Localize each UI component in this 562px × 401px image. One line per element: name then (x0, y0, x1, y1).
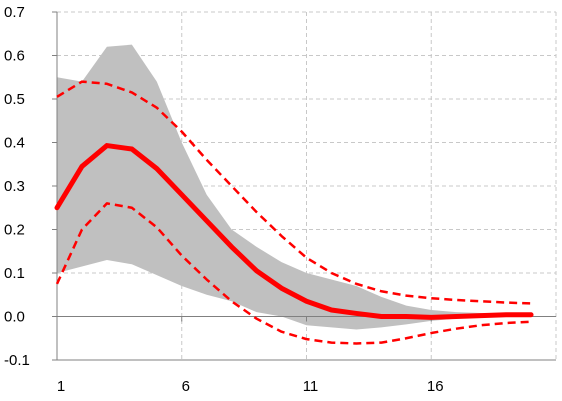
x-tick-label: 1 (57, 378, 65, 395)
y-tick-label: 0.2 (4, 222, 25, 239)
y-tick-label: 0.3 (4, 178, 25, 195)
x-tick-label: 16 (427, 378, 444, 395)
x-tick-labels: 1 6 11 16 (57, 378, 444, 395)
y-tick-labels: -0.1 0.0 0.1 0.2 0.3 0.4 0.5 0.6 0.7 (4, 4, 30, 369)
dashed-series-line (56, 80, 532, 305)
y-tick-label: -0.1 (4, 352, 30, 369)
x-tick-label: 6 (182, 378, 190, 395)
y-tick-label: 0.7 (4, 4, 25, 21)
dashed-series-line (55, 202, 532, 345)
y-tick-label: 0.1 (4, 265, 25, 282)
y-tick-label: 0.6 (4, 48, 25, 65)
y-tick-label: 0.0 (4, 309, 25, 326)
x-tick-label: 11 (303, 378, 319, 395)
series-layer (54, 80, 534, 345)
confidence-band (57, 44, 532, 330)
y-tick-label: 0.5 (4, 91, 25, 108)
solid-series-line (54, 143, 534, 320)
confidence-band-layer (57, 44, 532, 330)
y-tick-label: 0.4 (4, 135, 25, 152)
grid-layer (57, 11, 557, 361)
